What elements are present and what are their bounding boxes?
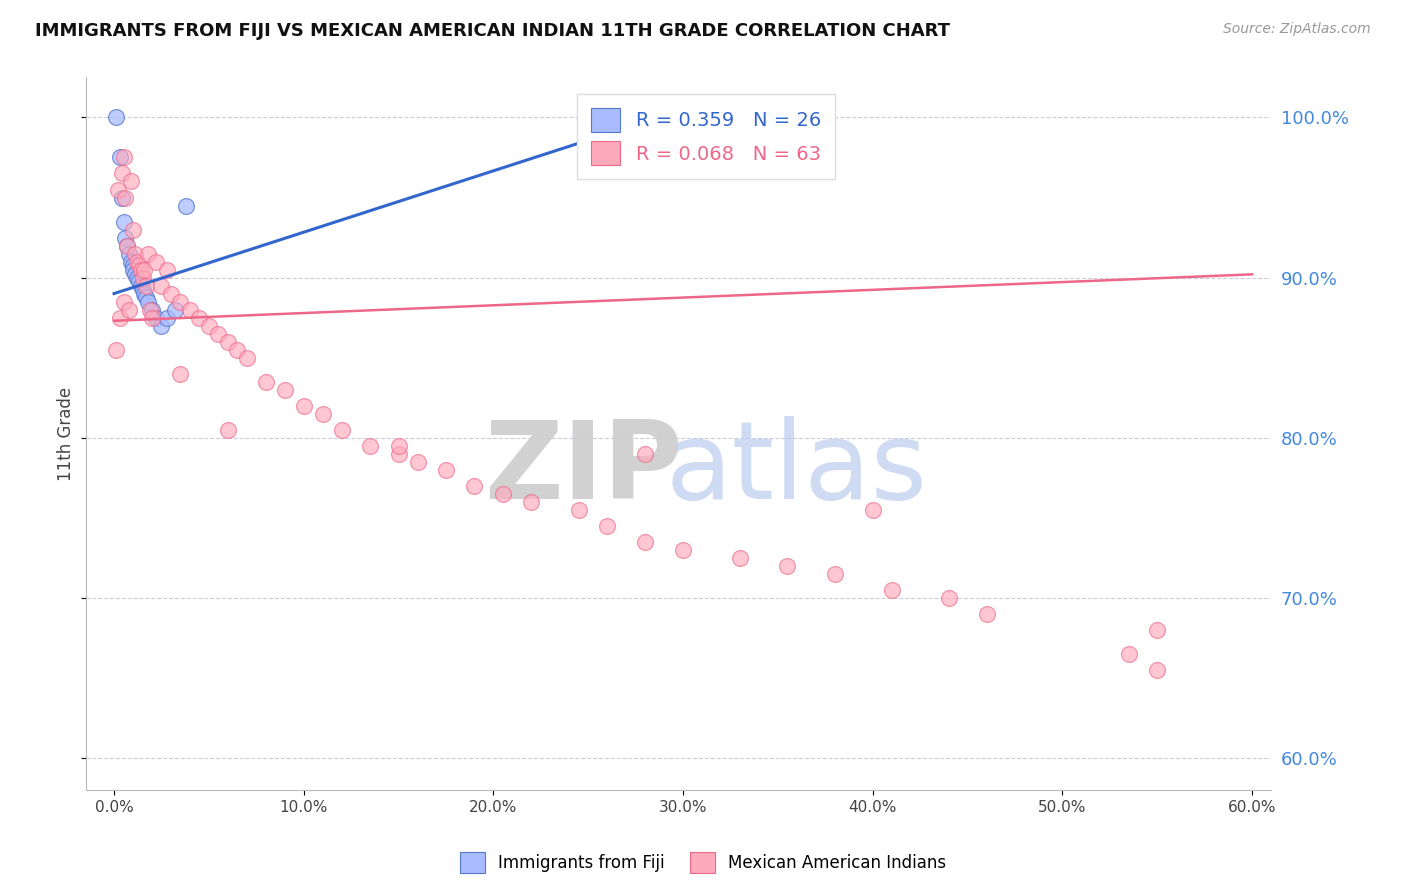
Point (131, 270, 153, 285)
Point (131, 284, 153, 298)
Point (198, 318, 221, 333)
Point (226, 343, 249, 357)
Point (104, 111, 127, 125)
Point (120, 174, 142, 188)
Point (150, 278, 173, 293)
Point (125, 270, 148, 285)
Point (1118, 647, 1140, 661)
Point (136, 246, 159, 260)
Point (330, 423, 353, 437)
Legend: R = 0.359   N = 26, R = 0.068   N = 63: R = 0.359 N = 26, R = 0.068 N = 63 (578, 95, 835, 178)
Point (292, 399, 315, 413)
Point (359, 439, 381, 453)
Point (174, 198, 197, 212)
Point (124, 246, 146, 260)
Point (118, 302, 141, 317)
Point (634, 119, 657, 133)
Point (387, 439, 409, 453)
Point (824, 566, 846, 581)
Point (129, 262, 152, 277)
Point (145, 254, 167, 268)
Point (406, 455, 429, 469)
Point (128, 274, 150, 288)
Point (254, 375, 277, 389)
Y-axis label: 11th Grade: 11th Grade (58, 386, 75, 481)
Point (107, 182, 129, 196)
Point (156, 310, 179, 325)
Point (111, 190, 134, 204)
Point (938, 591, 960, 605)
Point (434, 463, 457, 477)
Point (150, 318, 173, 333)
Point (117, 238, 139, 252)
Point (117, 238, 139, 252)
Point (129, 278, 152, 293)
Point (163, 302, 186, 317)
Point (492, 486, 515, 500)
Point (136, 294, 159, 309)
Text: ZIP: ZIP (484, 417, 683, 522)
Point (274, 383, 297, 397)
Point (634, 447, 657, 461)
Point (634, 534, 657, 549)
Legend: Immigrants from Fiji, Mexican American Indians: Immigrants from Fiji, Mexican American I… (453, 846, 953, 880)
Point (108, 310, 131, 325)
Point (520, 494, 543, 508)
Point (236, 351, 259, 365)
Point (145, 310, 167, 325)
Point (112, 214, 135, 228)
Point (160, 286, 183, 301)
Point (880, 582, 903, 597)
Point (644, 113, 666, 128)
Point (207, 326, 229, 341)
Point (217, 423, 239, 437)
Point (463, 478, 485, 492)
Point (112, 294, 135, 309)
Text: Source: ZipAtlas.com: Source: ZipAtlas.com (1223, 22, 1371, 37)
Point (188, 310, 211, 325)
Point (114, 190, 136, 204)
Text: atlas: atlas (666, 417, 928, 522)
Point (217, 334, 239, 349)
Point (114, 230, 136, 244)
Point (141, 310, 163, 325)
Point (141, 302, 163, 317)
Point (169, 294, 191, 309)
Point (776, 558, 799, 573)
Point (1146, 623, 1168, 637)
Point (672, 542, 695, 557)
Point (179, 302, 201, 317)
Point (156, 262, 179, 277)
Point (596, 518, 619, 533)
Point (111, 166, 134, 180)
Point (108, 151, 131, 165)
Point (568, 502, 591, 516)
Point (118, 246, 141, 260)
Point (169, 367, 191, 381)
Point (135, 278, 157, 293)
Point (124, 268, 146, 282)
Point (312, 407, 335, 421)
Point (134, 262, 156, 277)
Point (104, 343, 127, 357)
Point (112, 151, 135, 165)
Point (125, 254, 148, 268)
Point (139, 302, 162, 317)
Point (134, 286, 156, 301)
Point (387, 447, 409, 461)
Point (128, 258, 150, 272)
Point (122, 262, 145, 277)
Text: IMMIGRANTS FROM FIJI VS MEXICAN AMERICAN INDIAN 11TH GRADE CORRELATION CHART: IMMIGRANTS FROM FIJI VS MEXICAN AMERICAN… (35, 22, 950, 40)
Point (976, 607, 998, 621)
Point (122, 222, 145, 236)
Point (862, 502, 884, 516)
Point (1146, 663, 1168, 677)
Point (122, 258, 145, 272)
Point (728, 550, 751, 565)
Point (135, 290, 157, 304)
Point (120, 254, 142, 268)
